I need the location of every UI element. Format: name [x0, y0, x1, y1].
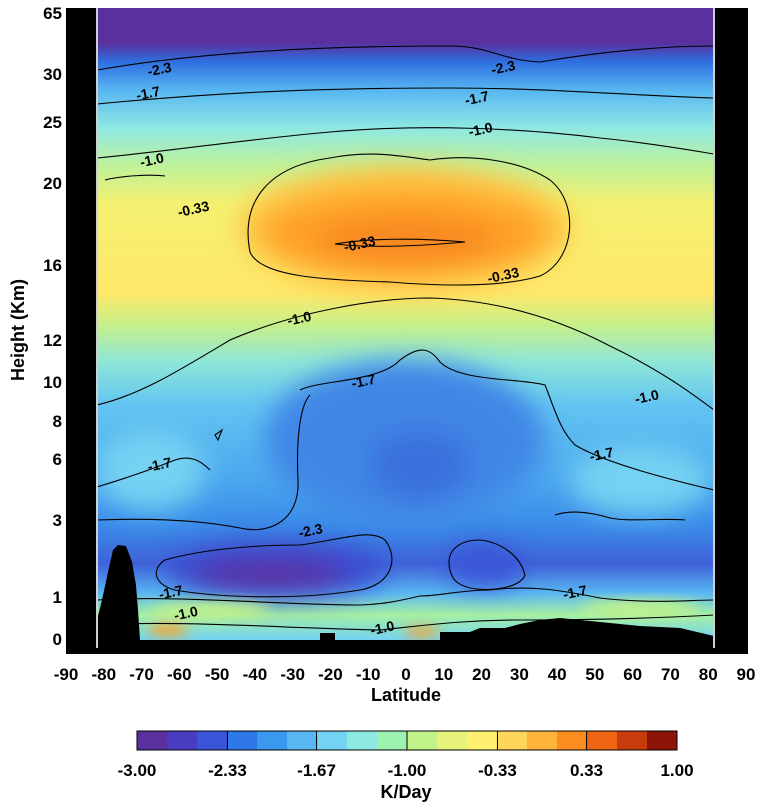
colorbar-segment — [347, 731, 378, 750]
x-tick-label: 60 — [623, 665, 642, 684]
x-tick-label: -50 — [205, 665, 230, 684]
contour-label: -0.33 — [342, 233, 377, 255]
contour-label: -2.3 — [490, 57, 517, 78]
x-tick-label: 80 — [699, 665, 718, 684]
contour-label: -1.0 — [369, 617, 396, 638]
colorbar-segment — [587, 731, 618, 750]
colorbar-segment — [137, 731, 168, 750]
x-tick-label: -90 — [54, 665, 79, 684]
x-axis-title: Latitude — [371, 685, 441, 705]
contour-label: -1.0 — [467, 119, 494, 140]
frame-right-line — [713, 8, 715, 648]
y-tick-label: 20 — [43, 174, 62, 193]
colorbar-tick-label: -1.00 — [388, 761, 427, 780]
colorbar-segment — [197, 731, 228, 750]
y-tick-label: 6 — [53, 450, 62, 469]
colorbar-segment — [647, 731, 678, 750]
contour-label: -1.7 — [463, 88, 490, 109]
x-tick-label: -70 — [129, 665, 154, 684]
x-tick-label: 10 — [434, 665, 453, 684]
contour-label: -1.7 — [561, 582, 588, 603]
x-tick-label: -80 — [91, 665, 116, 684]
contour-label: -1.7 — [146, 454, 173, 475]
colorbar-segment — [497, 731, 528, 750]
colorbar-segment — [467, 731, 498, 750]
y-tick-label: 25 — [43, 113, 62, 132]
colorbar-segment — [407, 731, 438, 750]
colorbar-segment — [377, 731, 408, 750]
colorbar-segment — [437, 731, 468, 750]
contour-label: -0.33 — [176, 198, 211, 220]
y-tick-label: 16 — [43, 256, 62, 275]
colorbar-ticks: -3.00 -2.33 -1.67 -1.00 -0.33 0.33 1.00 — [118, 731, 694, 780]
contour-label: -1.0 — [633, 386, 660, 407]
colorbar-segment — [527, 731, 558, 750]
y-tick-label: 1 — [53, 588, 62, 607]
colorbar-tick-label: -3.00 — [118, 761, 157, 780]
contour-label: -2.3 — [297, 520, 324, 541]
colorbar-tick-label: -2.33 — [208, 761, 247, 780]
x-tick-label: 50 — [585, 665, 604, 684]
contour-label: -1.0 — [172, 603, 199, 624]
x-tick-label: 70 — [661, 665, 680, 684]
colorbar-segment — [227, 731, 258, 750]
contour-label: -1.7 — [135, 83, 162, 104]
colorbar-title: K/Day — [380, 782, 431, 802]
y-tick-label: 12 — [43, 331, 62, 350]
y-tick-label: 0 — [53, 630, 62, 649]
x-tick-label: 0 — [401, 665, 410, 684]
contour-label: -1.7 — [588, 444, 615, 465]
x-tick-label: 20 — [472, 665, 491, 684]
contour-label: -1.0 — [138, 149, 165, 170]
terrain-mask — [66, 8, 748, 654]
contour-label: -2.3 — [146, 59, 173, 80]
x-tick-label: 90 — [737, 665, 756, 684]
x-tick-label: 30 — [510, 665, 529, 684]
colorbar-segment — [287, 731, 318, 750]
y-tick-label: 30 — [43, 65, 62, 84]
y-tick-label: 10 — [43, 373, 62, 392]
colorbar-segment — [317, 731, 348, 750]
y-tick-label: 3 — [53, 511, 62, 530]
contour-labels: -2.3 -2.3-1.7 -1.7-1.0-1.0-0.33-0.33-0.33-… — [135, 57, 661, 638]
x-tick-label: -10 — [356, 665, 381, 684]
contour-label: -1.0 — [286, 308, 313, 329]
frame-left-line — [96, 8, 98, 648]
x-tick-label: -30 — [280, 665, 305, 684]
contour-label: -1.7 — [157, 582, 184, 603]
colorbar-segment — [257, 731, 288, 750]
colorbar-tick-label: 1.00 — [660, 761, 693, 780]
x-tick-label: 40 — [548, 665, 567, 684]
contour-label: -1.7 — [350, 371, 377, 392]
y-tick-label: 65 — [43, 4, 62, 23]
colorbar-tick-label: -0.33 — [478, 761, 517, 780]
x-tick-label: -60 — [167, 665, 192, 684]
y-axis-ticks: 0 1 3 6 8 10 12 16 20 25 30 65 — [43, 4, 62, 649]
colorbar-tick-label: 0.33 — [570, 761, 603, 780]
contour-label: -0.33 — [486, 264, 521, 286]
x-axis-ticks: -90 -80 -70 -60 -50 -40 -30 -20 -10 0 10 20 30 40 50 60… — [54, 665, 756, 684]
colorbar-tick-label: -1.67 — [297, 761, 336, 780]
x-tick-label: -20 — [318, 665, 343, 684]
x-tick-label: -40 — [243, 665, 268, 684]
y-tick-label: 8 — [53, 412, 62, 431]
colorbar-segment — [617, 731, 648, 750]
colorbar-segment — [557, 731, 588, 750]
y-axis-title: Height (Km) — [8, 279, 28, 381]
colorbar-segment — [167, 731, 198, 750]
heatmap-field — [97, 8, 714, 640]
